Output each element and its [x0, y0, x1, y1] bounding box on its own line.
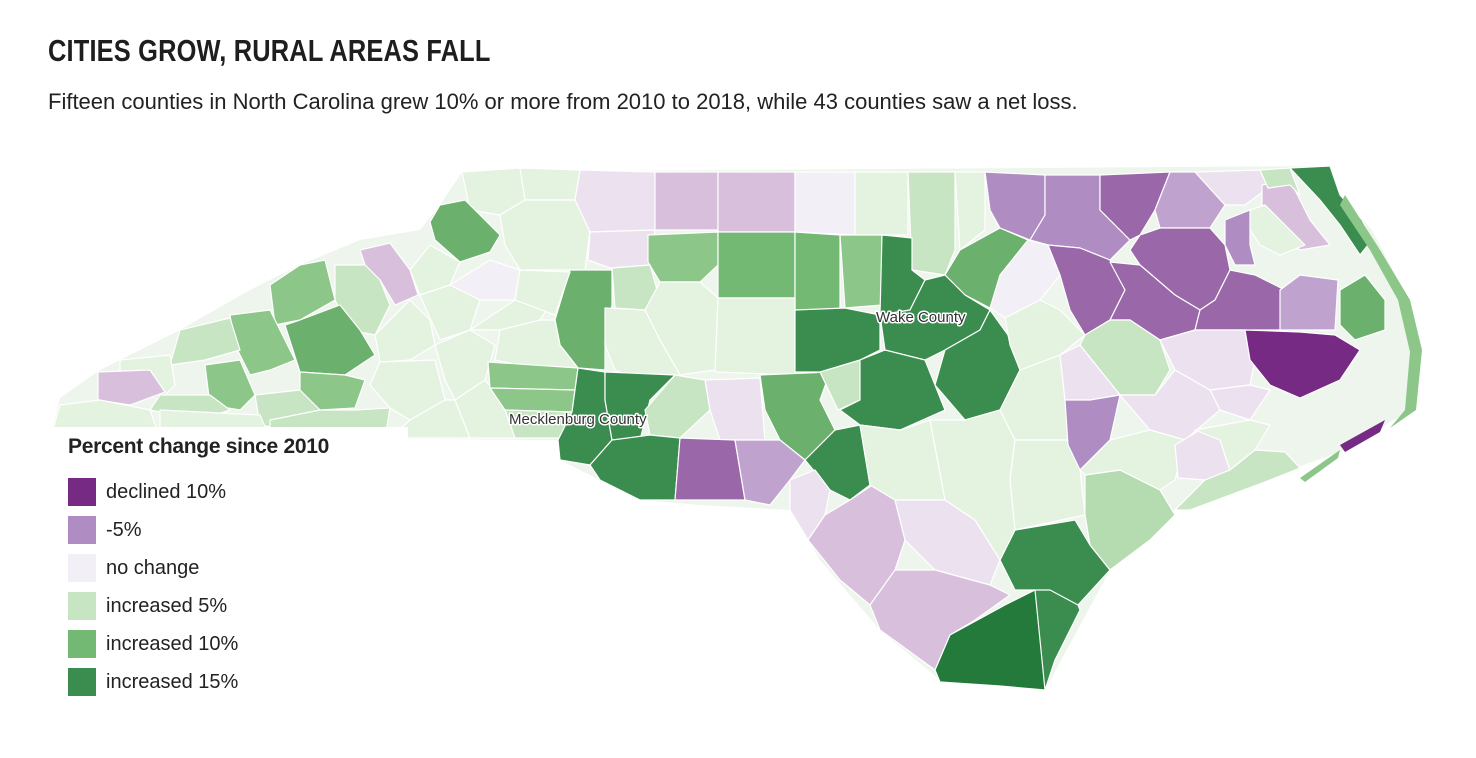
- county: [1079, 429, 1186, 491]
- legend-title: Percent change since 2010: [68, 435, 329, 458]
- legend-swatch: [68, 516, 96, 544]
- county: [954, 171, 986, 251]
- legend-item-increased-10: increased 10%: [68, 625, 408, 663]
- county: [519, 167, 581, 201]
- county: [574, 169, 656, 233]
- outer-banks-southwest: [1300, 450, 1340, 482]
- county: [647, 231, 719, 283]
- county: [989, 239, 1061, 319]
- county: [854, 171, 909, 236]
- county: [674, 437, 746, 501]
- county: [1194, 169, 1269, 206]
- county: [717, 231, 796, 299]
- legend-swatch: [68, 592, 96, 620]
- county: [1004, 299, 1086, 371]
- county: [587, 229, 656, 269]
- legend: Percent change since 2010 declined 10% -…: [48, 427, 408, 701]
- legend-item-minus-5: -5%: [68, 511, 408, 549]
- legend-item-increased-15: increased 15%: [68, 663, 408, 701]
- county: [794, 171, 856, 236]
- county: [717, 171, 796, 233]
- county: [869, 569, 1011, 671]
- county: [499, 199, 591, 271]
- county: [1279, 274, 1339, 331]
- county: [794, 231, 841, 311]
- legend-swatch: [68, 630, 96, 658]
- legend-label: increased 10%: [106, 632, 239, 655]
- legend-swatch: [68, 478, 96, 506]
- legend-swatch: [68, 668, 96, 696]
- county: [429, 199, 501, 263]
- chart-title: CITIES GROW, RURAL AREAS FALL: [48, 33, 491, 68]
- county: [514, 269, 571, 316]
- county: [1249, 204, 1306, 256]
- county: [1209, 384, 1271, 421]
- mecklenburg-county-label: Mecklenburg County: [509, 411, 647, 428]
- county: [169, 317, 241, 366]
- county: [1259, 167, 1301, 196]
- county: [654, 171, 719, 231]
- legend-label: increased 5%: [106, 594, 228, 617]
- county: [1174, 449, 1301, 511]
- legend-label: increased 15%: [106, 670, 239, 693]
- county: [494, 319, 579, 369]
- county: [907, 171, 956, 276]
- outer-banks: [1340, 195, 1422, 428]
- outer-banks-south: [1340, 420, 1385, 452]
- legend-item-no-change: no change: [68, 549, 408, 587]
- legend-label: no change: [106, 556, 200, 579]
- county: [589, 434, 681, 501]
- county: [97, 369, 166, 406]
- legend-item-increased-5: increased 5%: [68, 587, 408, 625]
- county: [1244, 329, 1361, 399]
- county: [1339, 274, 1386, 341]
- county: [794, 307, 881, 373]
- legend-item-declined-10: declined 10%: [68, 473, 408, 511]
- legend-label: -5%: [106, 518, 142, 541]
- legend-label: declined 10%: [106, 480, 227, 503]
- county: [839, 234, 883, 309]
- chart-subtitle: Fifteen counties in North Carolina grew …: [48, 89, 1078, 114]
- county: [714, 297, 796, 376]
- wake-county-label: Wake County: [876, 309, 966, 326]
- legend-swatch: [68, 554, 96, 582]
